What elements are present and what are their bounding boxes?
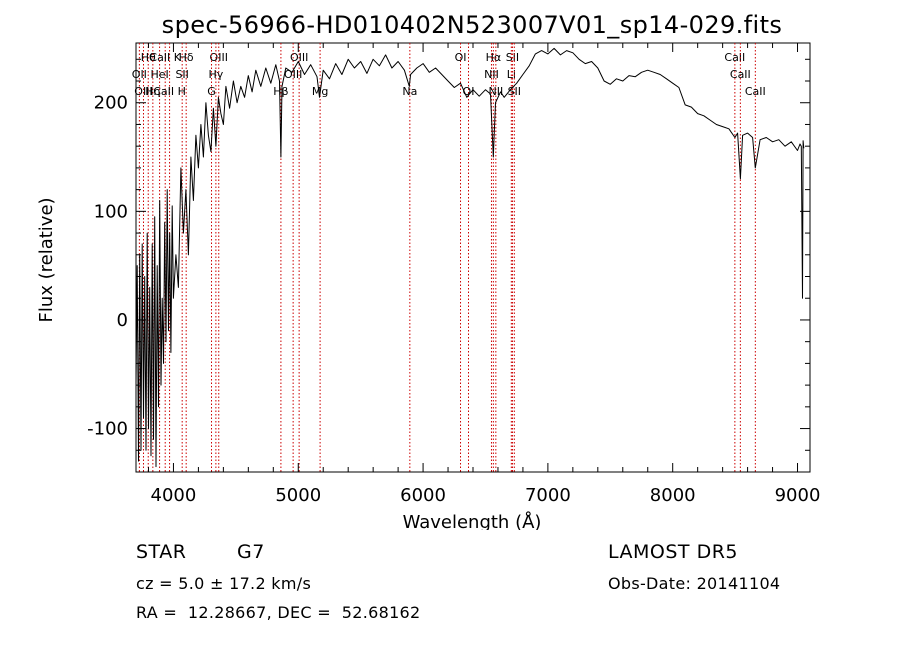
axis-ticks: 4000 5000 6000 7000 8000 9000 -100 0 100 200	[87, 43, 820, 506]
marker-label-8: CaII H	[153, 85, 186, 98]
x-tick-label-4: 8000	[650, 485, 696, 506]
marker-label-1: CaII K	[149, 51, 181, 64]
y-axis-label: Flux (relative)	[36, 197, 57, 322]
marker-label-12: OIII	[290, 51, 308, 64]
marker-label-7: Hη	[145, 85, 160, 98]
marker-label-25: CaII	[724, 51, 745, 64]
y-tick-label-3: 200	[94, 93, 128, 114]
redshift-label: cz = 5.0 ± 17.2 km/s	[136, 574, 312, 593]
coordinates-label: RA = 12.28667, DEC = 52.68162	[136, 603, 421, 622]
x-tick-label-2: 6000	[400, 485, 446, 506]
marker-label-16: Na	[402, 85, 417, 98]
y-tick-label-0: -100	[87, 419, 128, 440]
marker-label-5: SII	[175, 68, 188, 81]
marker-label-10: Hγ	[208, 68, 223, 81]
marker-label-18: OI	[463, 85, 475, 98]
marker-label-22: Li	[507, 68, 516, 81]
marker-label-20: SII	[506, 51, 519, 64]
marker-label-13: OIII	[284, 68, 302, 81]
marker-label-17: OI	[455, 51, 467, 64]
marker-label-11: G	[207, 85, 216, 98]
marker-label-19: Hα	[486, 51, 502, 64]
marker-label-2: Hδ	[179, 51, 194, 64]
obs-date-label: Obs-Date: 20141104	[608, 574, 781, 593]
marker-label-27: CaII	[745, 85, 766, 98]
survey-label: LAMOST DR5	[608, 541, 738, 563]
plot-frame	[135, 42, 811, 473]
marker-label-0: Hθ	[141, 51, 156, 64]
spectrum-series	[135, 47, 805, 468]
object-subclass: G7	[237, 541, 265, 563]
x-axis-label: Wavelength (Å)	[403, 511, 542, 530]
chart-title: spec-56966-HD010402N523007V01_sp14-029.f…	[162, 11, 783, 39]
spectrum-chart: spec-56966-HD010402N523007V01_sp14-029.f…	[36, 11, 820, 530]
marker-label-9: OIII	[210, 51, 228, 64]
y-tick-label-1: 0	[117, 310, 128, 331]
marker-label-26: CaII	[730, 68, 751, 81]
marker-label-21: NII	[484, 68, 499, 81]
spectrum-line-0	[135, 47, 805, 468]
x-tick-label-0: 4000	[151, 485, 197, 506]
x-tick-label-3: 7000	[525, 485, 571, 506]
x-tick-label-1: 5000	[275, 485, 321, 506]
marker-label-3: OII	[132, 68, 147, 81]
object-class: STAR	[136, 541, 187, 563]
marker-label-14: Hβ	[273, 85, 288, 98]
x-tick-label-5: 9000	[775, 485, 821, 506]
marker-label-4: HeI	[150, 68, 168, 81]
marker-label-6: OIII	[134, 85, 152, 98]
y-tick-label-2: 100	[94, 201, 128, 222]
marker-label-24: SII	[508, 85, 521, 98]
